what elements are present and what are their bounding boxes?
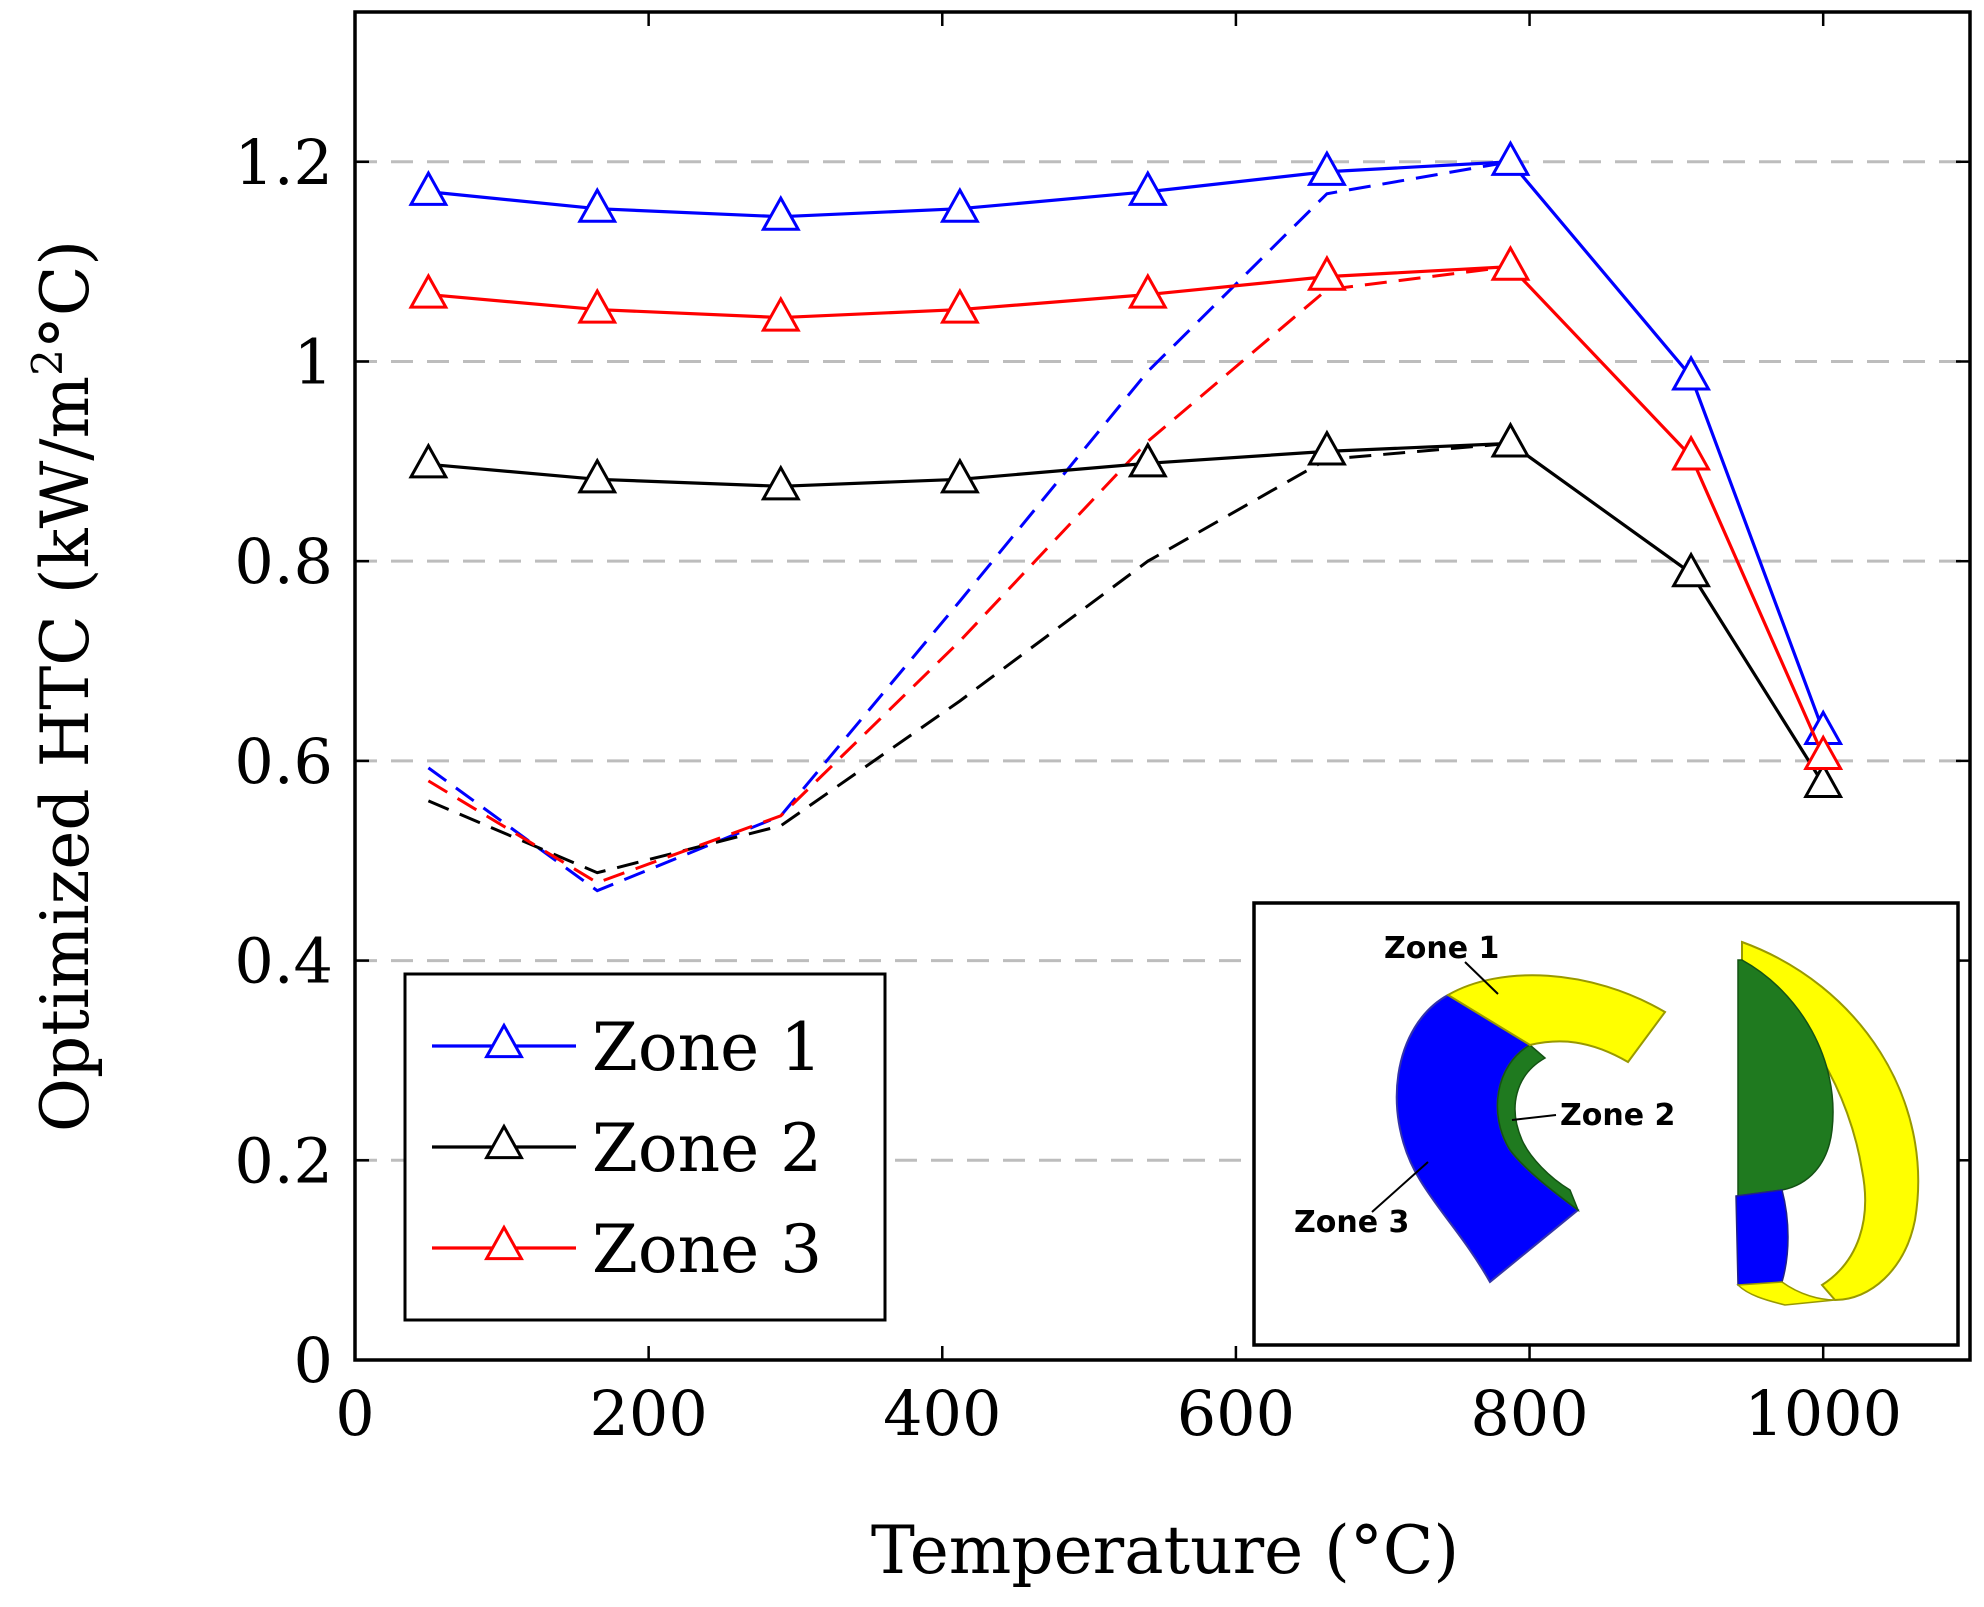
dashed-line-zone-3	[427, 265, 1511, 885]
y-tick-label-3: 0.6	[234, 725, 333, 798]
point-zone-3-0	[408, 272, 449, 309]
legend-label-zone-2: Zone 2	[592, 1110, 822, 1187]
point-zone-2-8	[1803, 762, 1844, 798]
y-axis-title-main: Optimized HTC (kW/m	[27, 376, 104, 1132]
inset-figure: Zone 1 Zone 2 Zone 3	[1252, 901, 1960, 1347]
point-zone-1-5	[1306, 150, 1347, 186]
initial-dashed-lines	[427, 160, 1511, 893]
point-zone-2-1	[577, 457, 618, 494]
point-zone-1-0	[408, 170, 449, 206]
dashed-line-zone-1	[427, 160, 1511, 893]
inset-pointer-zone2	[1511, 1114, 1557, 1121]
x-axis-title: Temperature (°C)	[871, 1512, 1459, 1589]
y-axis-title-tail: °C)	[27, 240, 104, 349]
point-zone-3-3	[939, 287, 980, 324]
inset-left-zone2-inner	[1496, 1044, 1580, 1213]
point-zone-3-4	[1127, 272, 1168, 309]
y-axis-title: Optimized HTC (kW/m2°C)	[23, 240, 104, 1132]
inset-pointer-zone3	[1371, 1161, 1429, 1213]
point-zone-1-1	[577, 187, 618, 223]
point-zone-1-2	[760, 195, 801, 231]
x-tick-label-1: 200	[589, 1377, 707, 1450]
inset-right-zone1-bottom	[1736, 1281, 1836, 1306]
point-zone-1-6	[1490, 140, 1531, 176]
y-tick-label-2: 0.4	[234, 925, 333, 998]
inset-label-zone2: Zone 2	[1560, 1098, 1675, 1133]
inset-pointer-zone1	[1464, 961, 1499, 995]
y-axis-title-superscript: 2	[23, 349, 72, 376]
point-zone-2-3	[939, 457, 980, 494]
point-zone-1-4	[1127, 170, 1168, 206]
y-tick-label-1: 0.2	[234, 1124, 333, 1197]
inset-left-zone1-top	[1446, 974, 1667, 1064]
y-tick-label-6: 1.2	[234, 126, 333, 199]
inset-right-zone1-outer	[1741, 940, 1920, 1302]
series-line-zone-1	[428, 160, 1825, 732]
point-zone-3-6	[1490, 244, 1531, 281]
legend-label-zone-3: Zone 3	[592, 1211, 822, 1288]
legend-marker-zone-3	[484, 1224, 524, 1261]
legend-marker-zone-1	[484, 1022, 524, 1059]
legend-label-zone-1: Zone 1	[592, 1009, 822, 1086]
inset-right-zone2-inner	[1737, 959, 1834, 1197]
inset-label-zone3: Zone 3	[1294, 1205, 1409, 1240]
x-tick-label-2: 400	[883, 1377, 1001, 1450]
y-tick-label-4: 0.8	[234, 525, 333, 598]
x-tick-label-0: 0	[335, 1377, 374, 1450]
x-tick-label-4: 800	[1470, 1377, 1588, 1450]
legend: Zone 1 Zone 2 Zone 3	[403, 972, 887, 1322]
point-zone-3-2	[760, 295, 801, 332]
point-zone-2-6	[1490, 421, 1531, 458]
series-line-zone-3	[428, 264, 1825, 757]
y-tick-label-5: 1	[294, 325, 333, 398]
point-zone-3-8	[1803, 734, 1844, 770]
inset-label-zone1: Zone 1	[1384, 931, 1499, 966]
point-zone-3-7	[1671, 434, 1711, 471]
dashed-line-zone-2	[427, 441, 1511, 875]
point-zone-1-3	[939, 187, 980, 223]
series-line-zone-2	[428, 441, 1825, 785]
legend-marker-zone-2	[484, 1123, 524, 1160]
plot-frame	[353, 10, 1972, 1362]
x-tick-label-3: 600	[1177, 1377, 1295, 1450]
point-zone-3-5	[1306, 254, 1347, 291]
point-zone-2-4	[1127, 441, 1168, 478]
point-zone-2-5	[1306, 429, 1347, 466]
inset-right-zone3-section	[1735, 1189, 1789, 1286]
x-tick-label-5: 1000	[1744, 1377, 1902, 1450]
point-zone-2-2	[760, 464, 801, 501]
optimized-series-lines	[408, 140, 1844, 798]
axis-ticks: 0 0.2 0.4 0.6 0.8 1 1.2 0 200 400 600 800 1000	[234, 12, 1970, 1450]
y-tick-label-0: 0	[294, 1324, 333, 1397]
point-zone-3-1	[577, 287, 618, 324]
point-zone-1-7	[1671, 354, 1711, 391]
point-zone-2-7	[1671, 551, 1711, 588]
point-zone-2-0	[408, 442, 449, 479]
